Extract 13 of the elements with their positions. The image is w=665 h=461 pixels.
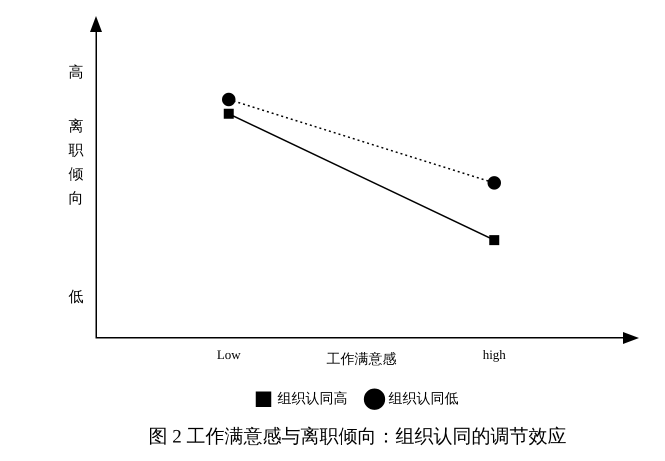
x-tick-label: Low <box>216 347 242 362</box>
legend-label: 组织认同高 <box>278 390 348 407</box>
point <box>222 92 236 106</box>
text: 图 2 工作满意感与离职倾向：组织认同的调节效应 <box>148 426 566 448</box>
point <box>488 176 501 190</box>
legend-label: 组织认同低 <box>388 390 458 407</box>
x-tick-label: high <box>482 347 506 362</box>
text: 高 <box>68 64 84 81</box>
text: 低 <box>68 290 84 306</box>
x-axis-title: 工作满意感 <box>326 351 396 368</box>
point <box>489 235 500 246</box>
y-axis-title: 离职倾向 <box>68 118 84 207</box>
point <box>224 108 234 119</box>
